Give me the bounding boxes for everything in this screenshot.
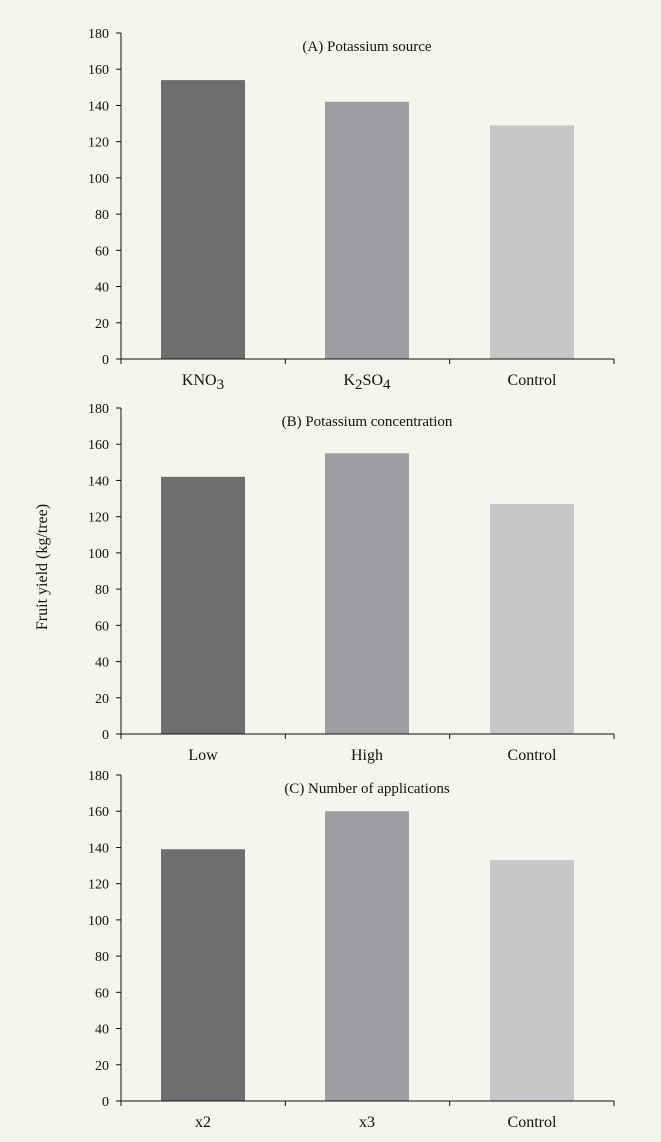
- chart0-x-label-1: K2SO4: [343, 372, 391, 393]
- chart1-y-tick-label-7: 140: [88, 474, 109, 489]
- chart0-y-tick-label-3: 60: [95, 244, 109, 259]
- chart2-x-label-1: x3: [359, 1114, 375, 1131]
- chart0-x-label-0: KNO3: [182, 372, 224, 393]
- chart0-y-tick-label-7: 140: [88, 99, 109, 114]
- chart0-bar-2: [490, 125, 574, 359]
- chart0-y-tick-label-8: 160: [88, 63, 109, 78]
- chart1-bar-2: [490, 503, 574, 734]
- chart1-y-tick-label-4: 80: [95, 583, 109, 598]
- chart1-title: (B) Potassium concentration: [282, 414, 453, 430]
- chart2-bar-1: [325, 811, 409, 1101]
- chart1-y-tick-label-5: 100: [88, 547, 109, 562]
- chart0-y-tick-label-4: 80: [95, 208, 109, 223]
- chart1-y-tick-label-3: 60: [95, 619, 109, 634]
- chart1-y-tick-label-6: 120: [88, 511, 109, 526]
- chart2-y-tick-label-0: 0: [102, 1095, 109, 1110]
- chart1-y-tick-label-2: 40: [95, 656, 109, 671]
- chart2-bar-0: [161, 849, 245, 1101]
- chart2-y-tick-label-3: 60: [95, 986, 109, 1001]
- chart2-y-tick-label-8: 160: [88, 805, 109, 820]
- chart0-y-tick-label-6: 120: [88, 136, 109, 151]
- chart0-y-tick-label-9: 180: [88, 27, 109, 42]
- chart2-title: (C) Number of applications: [284, 781, 450, 797]
- chart1-x-label-1: High: [351, 747, 383, 764]
- y-axis-label: Fruit yield (kg/tree): [34, 504, 51, 630]
- chart0-title: (A) Potassium source: [302, 39, 431, 55]
- chart1-x-label-2: Control: [508, 747, 557, 764]
- chart2-y-tick-label-7: 140: [88, 841, 109, 856]
- chart1-y-tick-label-0: 0: [102, 728, 109, 743]
- chart2-y-tick-label-5: 100: [88, 914, 109, 929]
- chart0-bar-1: [325, 101, 409, 360]
- chart1-x-label-0: Low: [188, 747, 218, 764]
- chart0-x-label-2: Control: [508, 372, 557, 389]
- chart1-bar-1: [325, 453, 409, 734]
- chart2-y-tick-label-1: 20: [95, 1059, 109, 1074]
- chart0-bar-0: [161, 80, 245, 359]
- chart2-x-label-0: x2: [195, 1114, 211, 1131]
- chart1-y-tick-label-8: 160: [88, 438, 109, 453]
- chart2-y-tick-label-6: 120: [88, 878, 109, 893]
- chart0-y-tick-label-5: 100: [88, 172, 109, 187]
- chart2-y-tick-label-2: 40: [95, 1023, 109, 1038]
- chart1-y-tick-label-9: 180: [88, 402, 109, 417]
- chart1-bar-0: [161, 476, 245, 734]
- chart2-bar-2: [490, 860, 574, 1101]
- chart2-x-label-2: Control: [508, 1114, 557, 1131]
- chart0-y-tick-label-1: 20: [95, 317, 109, 332]
- chart2-y-tick-label-4: 80: [95, 950, 109, 965]
- chart1-y-tick-label-1: 20: [95, 692, 109, 707]
- chart2-y-tick-label-9: 180: [88, 769, 109, 784]
- chart0-y-tick-label-0: 0: [102, 353, 109, 368]
- chart0-y-tick-label-2: 40: [95, 281, 109, 296]
